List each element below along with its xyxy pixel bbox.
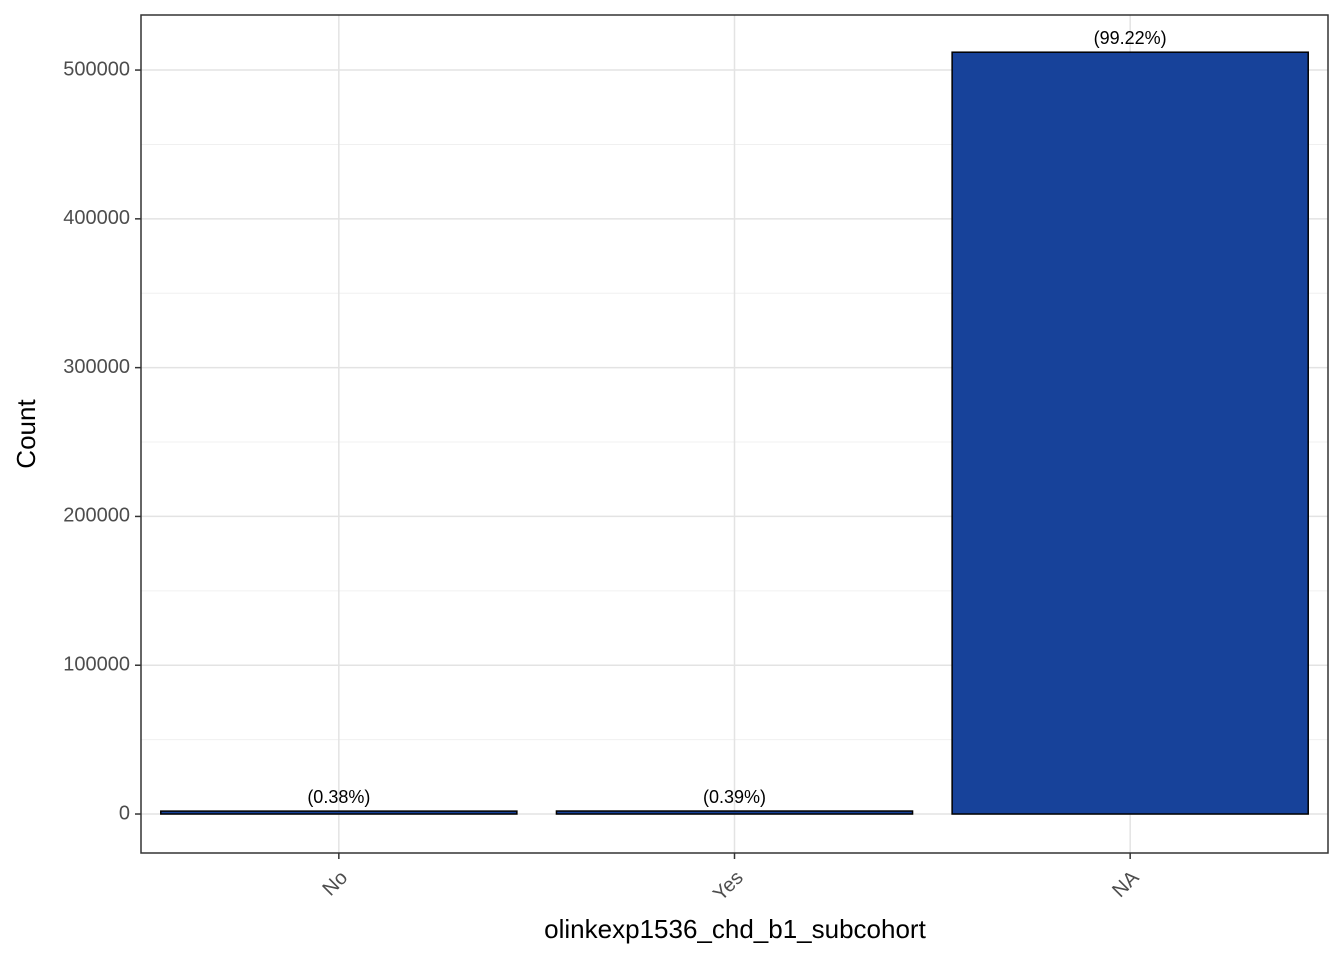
value-label: (99.22%) [1094, 28, 1167, 48]
bar [951, 51, 1309, 815]
value-label: (0.38%) [307, 787, 370, 807]
bar [555, 810, 914, 815]
x-tick-label: No [318, 867, 352, 901]
y-tick-label: 200000 [63, 505, 130, 527]
y-tick-label: 0 [119, 802, 130, 824]
x-tick-label: Yes [709, 867, 748, 906]
panel-border [140, 14, 1329, 854]
value-label: (0.39%) [703, 787, 766, 807]
y-axis-label: Count [11, 399, 41, 469]
y-tick-label: 500000 [63, 58, 130, 80]
y-tick-label: 100000 [63, 654, 130, 676]
x-axis-label: olinkexp1536_chd_b1_subcohort [544, 914, 926, 944]
y-tick-label: 400000 [63, 207, 130, 229]
bar [160, 810, 518, 815]
x-tick-label: NA [1108, 866, 1144, 902]
y-tick-label: 300000 [63, 356, 130, 378]
